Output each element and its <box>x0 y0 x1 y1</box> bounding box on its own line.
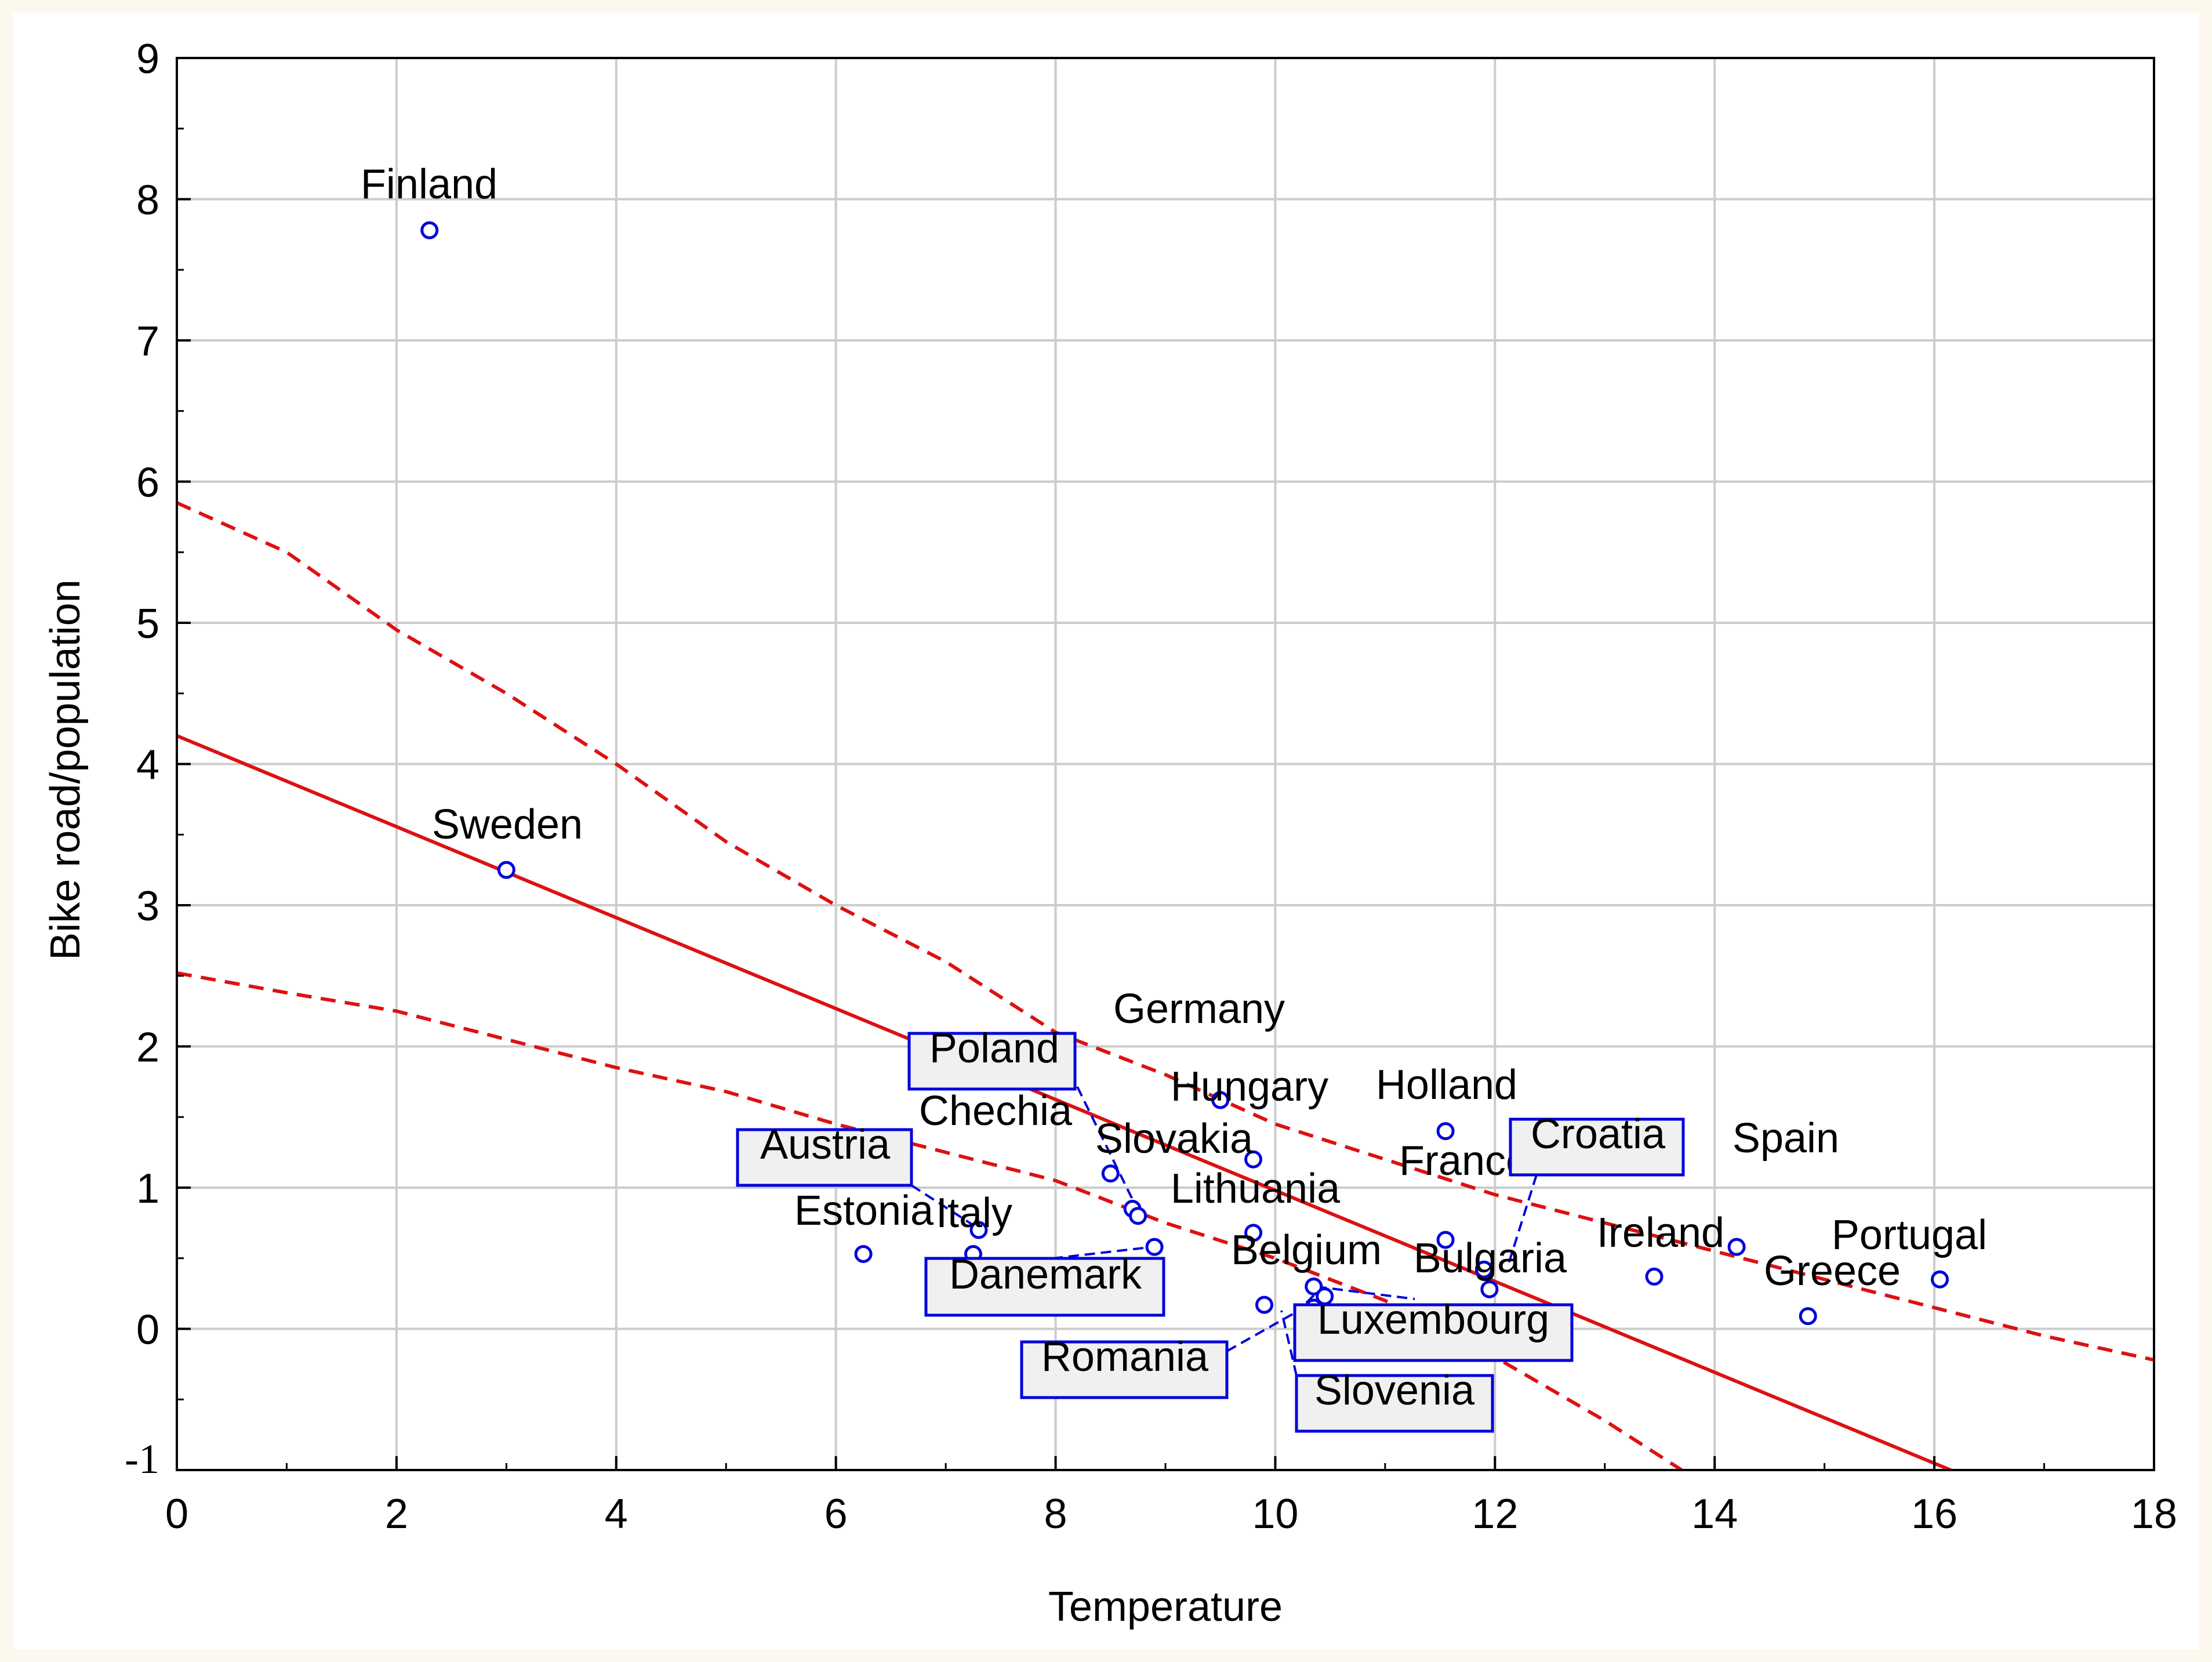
point-label-france: France <box>1399 1138 1529 1184</box>
point-label-slovenia: Slovenia <box>1314 1367 1475 1414</box>
point-finland <box>420 221 439 239</box>
point-label-croatia: Croatia <box>1531 1111 1666 1157</box>
y-tick-label: 7 <box>136 318 159 365</box>
label-box-slovenia <box>1295 1374 1494 1433</box>
point-croatia <box>1474 1260 1493 1279</box>
point-label-chechia: Chechia <box>919 1088 1073 1134</box>
y-tick-label: 4 <box>136 742 159 789</box>
point-label-sweden: Sweden <box>432 801 583 848</box>
x-axis-label: Temperature <box>1048 1584 1283 1630</box>
data-points <box>420 221 1949 1326</box>
point-danemark <box>1145 1238 1164 1256</box>
point-label-greece: Greece <box>1764 1248 1901 1294</box>
y-tick-label: 5 <box>136 601 159 647</box>
x-tick-label: 8 <box>1044 1491 1067 1537</box>
point-label-portugal: Portugal <box>1832 1212 1987 1258</box>
label-box-croatia <box>1509 1117 1685 1177</box>
y-tick-label: 2 <box>136 1025 159 1071</box>
x-tick-label: 14 <box>1691 1491 1738 1537</box>
point-romania <box>1255 1296 1273 1314</box>
point-label-austria: Austria <box>760 1122 891 1168</box>
leader-romania <box>1226 1309 1299 1352</box>
y-tick-label: 0 <box>136 1307 159 1353</box>
point-belgium <box>1305 1277 1323 1296</box>
point-label-bulgaria: Bulgaria <box>1414 1235 1567 1282</box>
x-tick-label: 0 <box>165 1491 188 1537</box>
point-label-spain: Spain <box>1732 1115 1839 1162</box>
point-label-italy: Italy <box>936 1190 1012 1236</box>
point-portugal <box>1931 1270 1949 1289</box>
point-label-lithuania: Lithuania <box>1171 1166 1341 1212</box>
point-chechia <box>1101 1164 1120 1183</box>
leader-danemark <box>1052 1246 1154 1260</box>
point-germany <box>1211 1091 1230 1109</box>
leader-austria <box>910 1184 981 1231</box>
point-label-hungary: Hungary <box>1171 1064 1328 1110</box>
confidence-band <box>177 501 2154 1470</box>
y-tick-label: -1 <box>125 1436 159 1482</box>
figure-panel <box>13 13 2199 1649</box>
x-tick-label: 12 <box>1472 1491 1518 1537</box>
point-greece <box>1799 1307 1817 1326</box>
label-box-poland <box>907 1032 1077 1091</box>
y-tick-label: 8 <box>136 177 159 224</box>
point-ireland <box>1645 1267 1663 1286</box>
y-axis-label: Bike road/population <box>42 579 89 960</box>
y-tick-label: 3 <box>136 883 159 930</box>
y-tick-label: 1 <box>136 1166 159 1212</box>
point-label-belgium: Belgium <box>1231 1227 1382 1273</box>
x-tick-label: 4 <box>605 1491 628 1537</box>
point-sweden <box>497 861 515 879</box>
point-lithuania <box>1244 1224 1263 1242</box>
leader-poland <box>1076 1086 1135 1202</box>
x-tick-label: 16 <box>1911 1491 1957 1537</box>
y-tick-label: 6 <box>136 460 159 506</box>
leader-slovenia <box>1280 1310 1298 1376</box>
point-holland <box>1436 1122 1455 1141</box>
point-hungary <box>1244 1150 1263 1169</box>
point-label-estonia: Estonia <box>794 1188 934 1234</box>
x-tick-label: 2 <box>385 1491 408 1537</box>
point-label-ireland: Ireland <box>1597 1210 1724 1256</box>
point-poland <box>1129 1207 1147 1225</box>
point-labels: Finland Sweden Germany Hungary Holland Chechi… <box>361 161 1987 1433</box>
confidence-band-lower <box>177 971 1683 1470</box>
point-label-luxembourg: Luxembourg <box>1317 1297 1549 1343</box>
label-box-austria <box>736 1128 913 1187</box>
confidence-band-upper <box>177 501 2154 1362</box>
point-label-romania: Romania <box>1041 1334 1209 1380</box>
label-box-romania <box>1020 1340 1229 1399</box>
grid-lines <box>177 58 2154 1470</box>
point-label-danemark: Danemark <box>949 1251 1142 1298</box>
x-tick-label: 10 <box>1252 1491 1298 1537</box>
point-estonia <box>854 1244 873 1263</box>
point-label-holland: Holland <box>1376 1062 1517 1108</box>
point-label-slovakia: Slovakia <box>1095 1116 1254 1162</box>
x-tick-label: 6 <box>824 1491 848 1537</box>
x-tick-label: 18 <box>2131 1491 2177 1537</box>
point-label-poland: Poland <box>929 1025 1059 1072</box>
point-label-germany: Germany <box>1113 986 1285 1032</box>
label-box-luxembourg <box>1293 1303 1574 1362</box>
point-austria <box>969 1221 988 1239</box>
y-tick-label: 9 <box>136 36 159 82</box>
point-france <box>1436 1231 1455 1249</box>
point-spain <box>1727 1238 1746 1256</box>
label-box-danemark <box>924 1257 1165 1317</box>
point-bulgaria <box>1480 1280 1499 1298</box>
point-label-finland: Finland <box>361 161 497 208</box>
